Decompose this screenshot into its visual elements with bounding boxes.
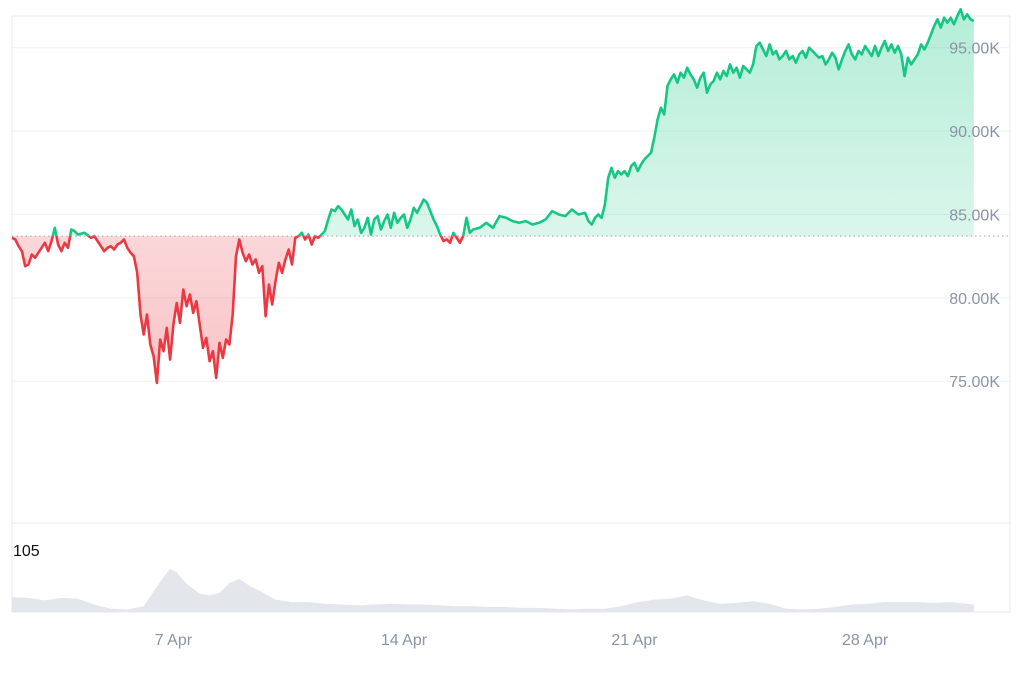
volume-scale-label: 105 [13,543,40,560]
price-line [11,8,975,385]
x-tick-label: 14 Apr [381,632,428,649]
price-area-fill [12,9,974,383]
y-tick-label: 75.00K [949,374,1000,391]
y-axis-ticks: 75.00K 80.00K 85.00K 90.00K 95.00K [949,41,1000,392]
x-tick-label: 21 Apr [611,632,658,649]
x-tick-label: 28 Apr [842,632,889,649]
volume-area-shape [12,568,974,612]
y-tick-label: 85.00K [949,207,1000,224]
y-tick-label: 90.00K [949,124,1000,141]
volume-area [12,568,974,612]
x-axis-ticks: 7 Apr 14 Apr 21 Apr 28 Apr [155,632,889,649]
x-tick-label: 7 Apr [155,632,193,649]
price-line-down [11,236,465,385]
y-tick-label: 80.00K [949,291,1000,308]
price-line-up [51,8,975,237]
area-fill-above-baseline [12,9,974,237]
y-tick-label: 95.00K [949,41,1000,58]
